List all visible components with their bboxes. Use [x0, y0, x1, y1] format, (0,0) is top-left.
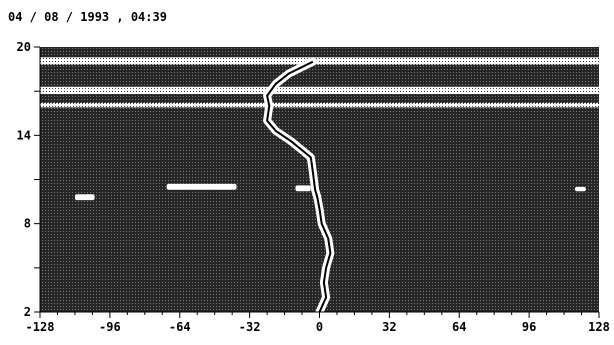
x-tick-label: -128	[26, 320, 55, 334]
y-tick-label: 20	[17, 40, 31, 54]
x-tick-label: 64	[452, 320, 466, 334]
chart-title: 04 / 08 / 1993 , 04:39	[8, 10, 167, 24]
trace-line	[266, 60, 332, 312]
echo-band	[40, 86, 599, 95]
y-tick-label: 14	[17, 128, 31, 142]
plot-area	[40, 47, 599, 312]
x-tick-label: -96	[99, 320, 121, 334]
y-tick-label: 8	[24, 217, 31, 231]
x-tick-label: 0	[316, 320, 323, 334]
x-tick-label: -64	[169, 320, 191, 334]
x-tick-label: 96	[522, 320, 536, 334]
echo-band	[74, 194, 95, 201]
echo-bands	[40, 57, 599, 201]
echo-band	[40, 57, 599, 65]
x-tick-label: -32	[239, 320, 261, 334]
echo-band	[40, 102, 599, 108]
echo-band	[166, 183, 237, 190]
x-tick-label: 32	[382, 320, 396, 334]
echo-band	[574, 186, 586, 192]
axes: -128 -96 -64 -32 0 32 64 96 128 2 8 14 20	[17, 40, 610, 334]
x-tick-label: 128	[588, 320, 610, 334]
y-tick-label: 2	[24, 305, 31, 319]
echo-band	[295, 185, 311, 192]
